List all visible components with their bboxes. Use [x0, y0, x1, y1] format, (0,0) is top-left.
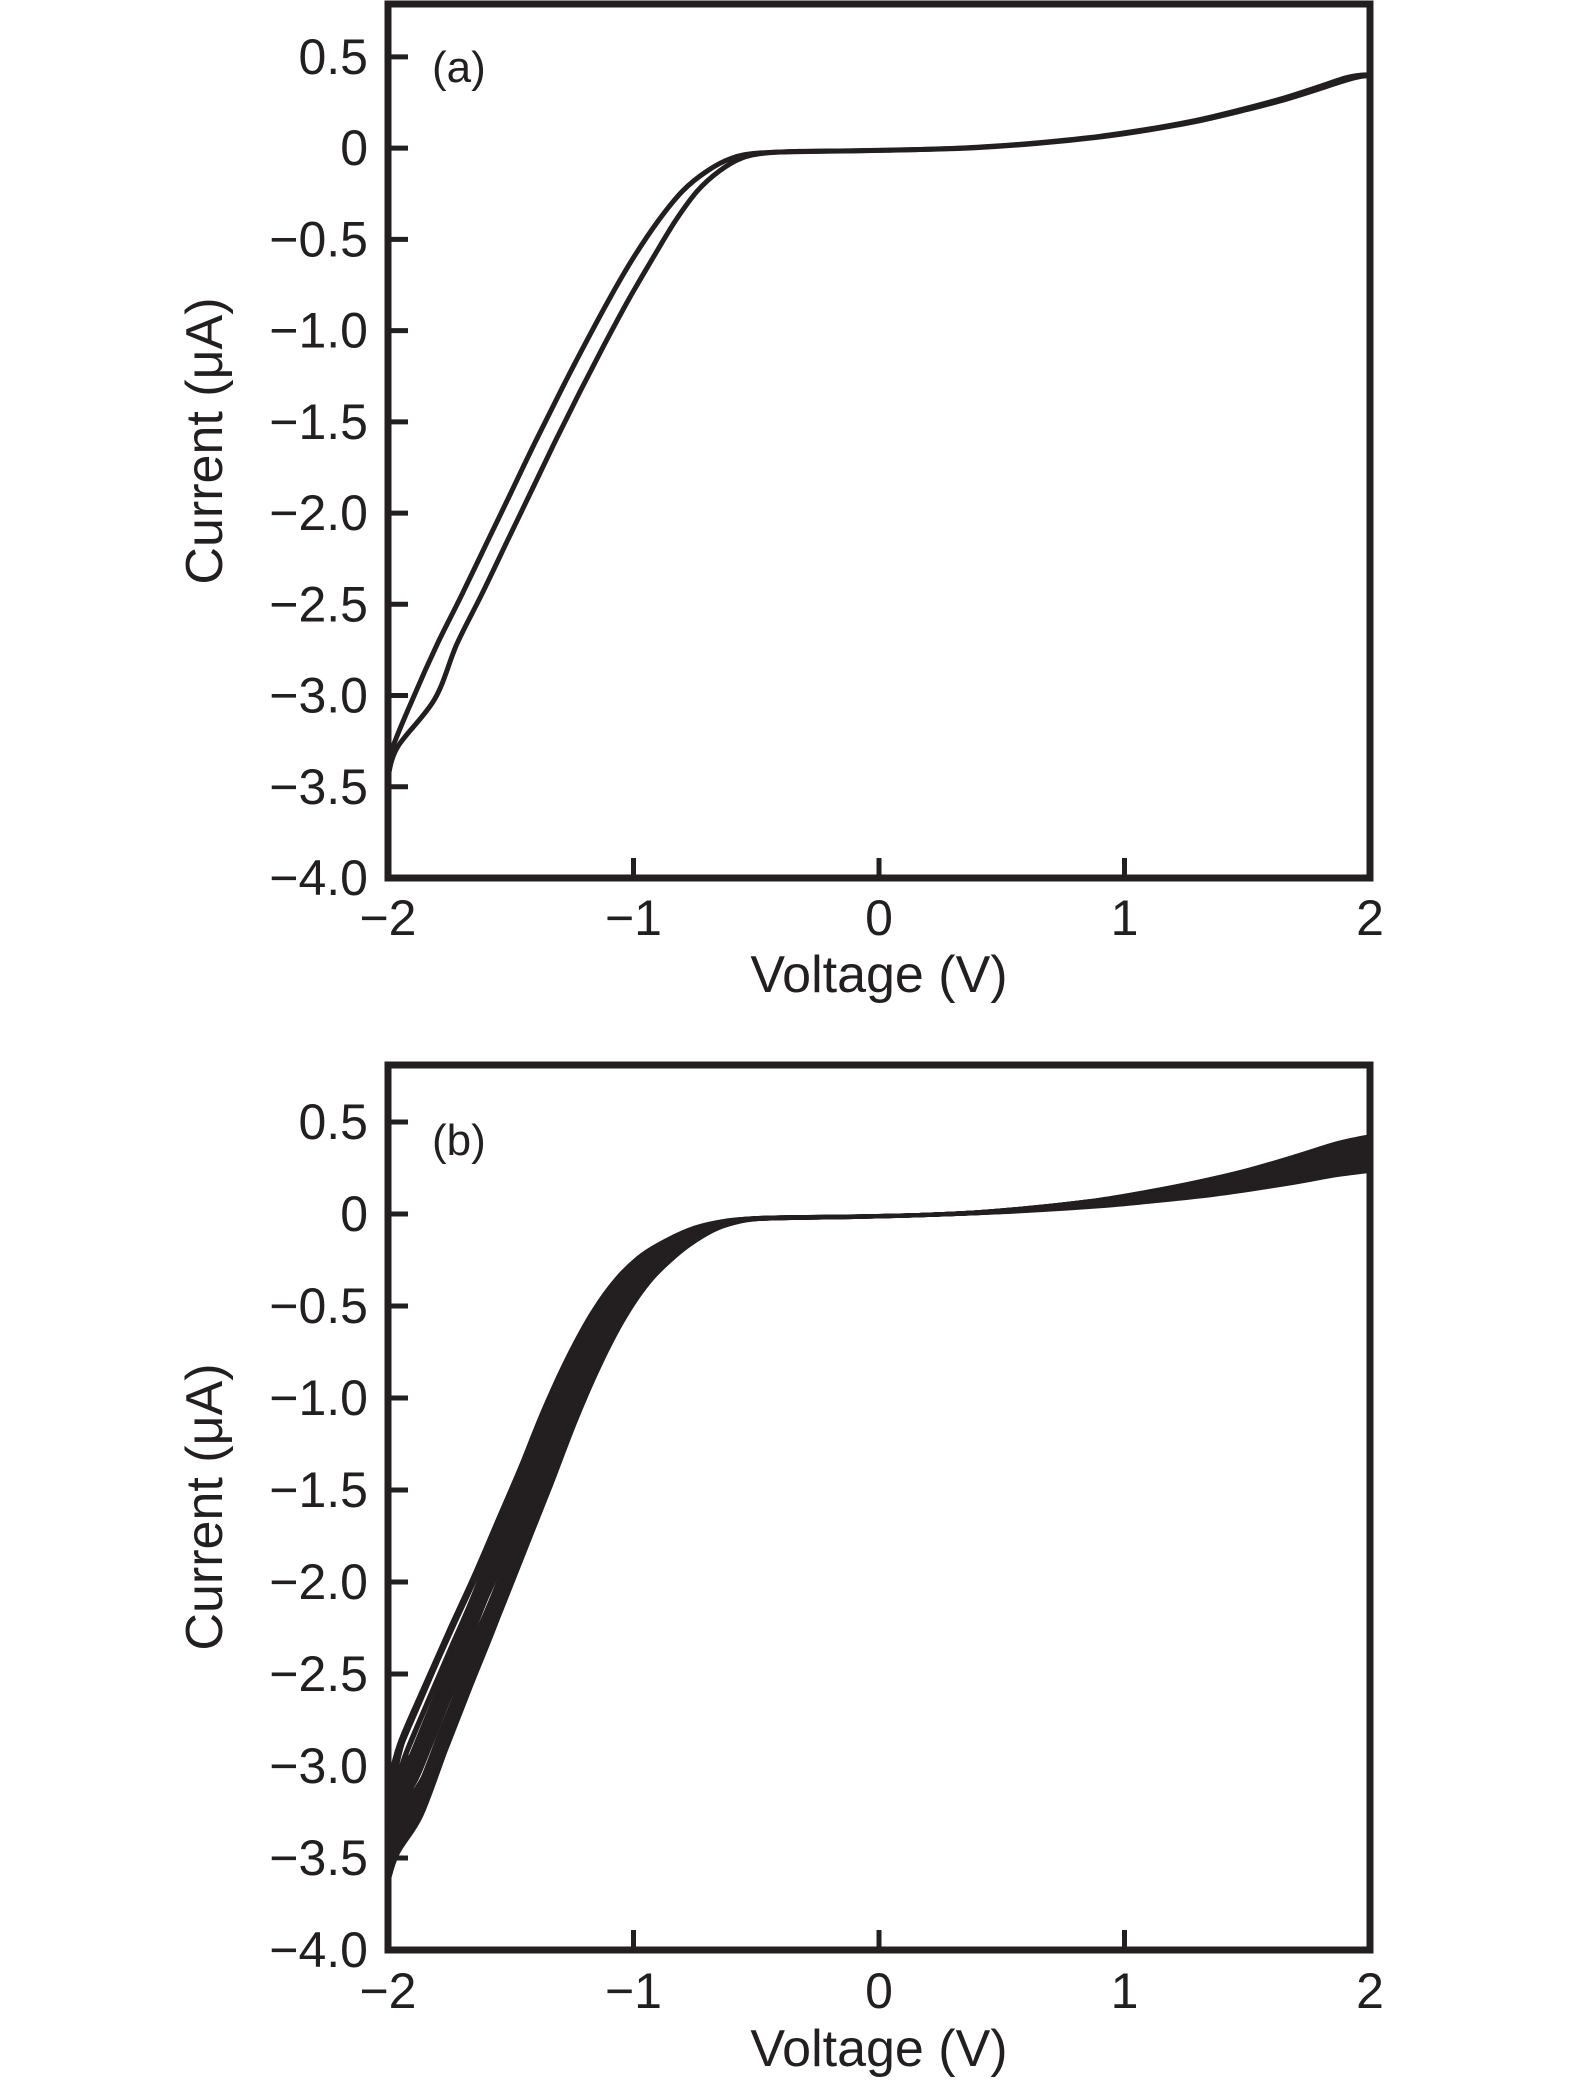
panel-a-curves [385, 72, 1373, 780]
x-tick-label: 2 [1356, 890, 1384, 946]
y-tick-label: 0.5 [298, 29, 368, 85]
y-tick-label: 0 [340, 120, 368, 176]
iv-curve [385, 72, 1373, 780]
x-tick-label: −2 [359, 890, 416, 946]
y-tick-label: −1.5 [269, 394, 368, 450]
y-tick-label: −2.0 [269, 1554, 368, 1610]
y-tick-label: −0.5 [269, 211, 368, 267]
x-tick-label: 0 [865, 890, 893, 946]
y-tick-label: −1.5 [269, 1462, 368, 1518]
x-tick-label: 0 [865, 1963, 893, 2019]
iv-curve [386, 1145, 1372, 1808]
x-tick-label: −1 [605, 890, 662, 946]
panel-b-axes: −2 −1 0 1 2 0.5 0 −0.5 −1.0 −1.5 −2.0 −2.5 −3.0 −3.5 −… [269, 1061, 1384, 2019]
y-tick-label: −3.5 [269, 759, 368, 815]
panel-b-curves [385, 1134, 1372, 1885]
y-tick-label: −1.0 [269, 1370, 368, 1426]
panel-b-label: (b) [432, 1116, 486, 1165]
panel-a-x-axis-title: Voltage (V) [750, 946, 1007, 1004]
y-tick-label: −2.0 [269, 485, 368, 541]
x-tick-label: 2 [1356, 1963, 1384, 2019]
y-tick-label: −1.0 [269, 303, 368, 359]
y-tick-label: −2.5 [269, 576, 368, 632]
panel-b-y-axis-title: Current (μA) [176, 1363, 234, 1650]
y-tick-label: −4.0 [269, 850, 368, 906]
x-tick-label: 1 [1111, 1963, 1139, 2019]
y-tick-label: 0 [340, 1186, 368, 1242]
x-tick-label: −2 [359, 1963, 416, 2019]
panel-a: −2 −1 0 1 2 0.5 0 −0.5 −1.0 −1.5 −2.0 −2.5 −3.0 −3.5 −… [176, 0, 1384, 1004]
x-tick-label: 1 [1111, 890, 1139, 946]
iv-curve [385, 73, 1373, 780]
y-tick-label: −0.5 [269, 1278, 368, 1334]
panel-b: −2 −1 0 1 2 0.5 0 −0.5 −1.0 −1.5 −2.0 −2.5 −3.0 −3.5 −… [176, 1061, 1384, 2078]
y-tick-label: −2.5 [269, 1646, 368, 1702]
panel-a-axes: −2 −1 0 1 2 0.5 0 −0.5 −1.0 −1.5 −2.0 −2.5 −3.0 −3.5 −… [269, 0, 1384, 946]
panel-a-label: (a) [432, 43, 486, 92]
iv-curve [387, 1159, 1372, 1841]
y-tick-label: −4.0 [269, 1922, 368, 1978]
y-tick-label: −3.0 [269, 668, 368, 724]
y-tick-label: 0.5 [298, 1094, 368, 1150]
panel-b-x-axis-title: Voltage (V) [750, 2020, 1007, 2078]
iv-curve [386, 1150, 1372, 1845]
panel-a-y-axis-title: Current (μA) [176, 297, 234, 584]
x-tick-label: −1 [605, 1963, 662, 2019]
y-tick-label: −3.0 [269, 1738, 368, 1794]
y-tick-label: −3.5 [269, 1830, 368, 1886]
